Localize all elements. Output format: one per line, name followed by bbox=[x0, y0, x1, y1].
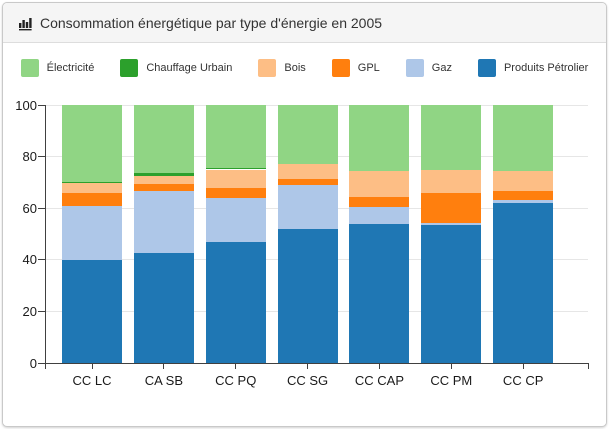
y-tick-label-40: 40 bbox=[22, 252, 37, 268]
bar-segment-gpl-cc-sg[interactable] bbox=[277, 178, 338, 185]
chart-title: Consommation énergétique par type d'éner… bbox=[40, 14, 383, 31]
x-axis-end-tick-left bbox=[44, 363, 46, 369]
x-axis-label-cc-cp: CC CP bbox=[502, 373, 544, 388]
bar-segment-produits-petrolier-cc-lc[interactable] bbox=[62, 259, 122, 363]
bar-segment-electricite-cc-lc[interactable] bbox=[62, 105, 122, 182]
x-axis-label-cc-pq: CC PQ bbox=[215, 373, 257, 388]
bar-segment-gaz-cc-sg[interactable] bbox=[277, 184, 338, 229]
bar-segment-electricite-cc-pq[interactable] bbox=[205, 105, 266, 169]
bar-segment-gaz-cc-pm[interactable] bbox=[421, 223, 482, 225]
legend-swatch-icon bbox=[477, 59, 496, 77]
bar-segment-electricite-ca-sb[interactable] bbox=[133, 105, 194, 174]
legend-label: Gaz bbox=[431, 62, 452, 74]
bar-segment-electricite-cc-pm[interactable] bbox=[421, 105, 482, 170]
bar-segment-produits-petrolier-cc-sg[interactable] bbox=[277, 228, 338, 363]
y-tick-label-100: 100 bbox=[15, 97, 37, 113]
bar-segment-electricite-cc-sg[interactable] bbox=[277, 105, 338, 165]
x-tick-cc-sg bbox=[307, 363, 309, 369]
x-axis-label-cc-pm: CC PM bbox=[430, 373, 473, 388]
x-tick-cc-pm bbox=[450, 363, 452, 369]
y-tick-0 bbox=[38, 362, 45, 364]
bar-segment-bois-cc-sg[interactable] bbox=[277, 164, 338, 179]
bar-segment-chauffage-urbain-cc-lc[interactable] bbox=[62, 181, 122, 183]
bar-segment-bois-ca-sb[interactable] bbox=[133, 175, 194, 184]
bar-segment-gaz-cc-cap[interactable] bbox=[349, 206, 410, 224]
bar-segment-chauffage-urbain-ca-sb[interactable] bbox=[133, 173, 194, 176]
legend-swatch-icon bbox=[20, 59, 39, 77]
bar-segment-gpl-cc-cp[interactable] bbox=[493, 191, 554, 201]
y-tick-label-20: 20 bbox=[22, 303, 37, 319]
bar-segment-electricite-cc-cap[interactable] bbox=[349, 105, 410, 171]
legend-item-electricite[interactable]: Électricité bbox=[20, 59, 95, 77]
y-tick-100 bbox=[38, 104, 45, 106]
x-tick-cc-lc bbox=[91, 363, 93, 369]
bar-segment-gpl-ca-sb[interactable] bbox=[133, 183, 194, 192]
legend-label: Bois bbox=[284, 62, 306, 74]
bar-segment-produits-petrolier-ca-sb[interactable] bbox=[133, 253, 194, 363]
chart-body: Électricité Chauffage Urbain Bois GPL Gaz Pro… bbox=[3, 43, 606, 424]
bar-segment-gaz-cc-cp[interactable] bbox=[493, 200, 554, 204]
y-tick-label-0: 0 bbox=[29, 355, 37, 371]
legend-swatch-icon bbox=[405, 59, 424, 77]
bar-segment-bois-cc-cap[interactable] bbox=[349, 170, 410, 197]
bar-segment-bois-cc-lc[interactable] bbox=[62, 182, 122, 193]
x-tick-cc-cp bbox=[522, 363, 524, 369]
plot-area: 0 20 40 60 80 100 CC LC CA SB CC PQ CC SG CC CAP CC… bbox=[3, 43, 606, 424]
legend-label: Chauffage Urbain bbox=[146, 62, 233, 74]
legend-item-bois[interactable]: Bois bbox=[258, 59, 306, 77]
bar-segment-gpl-cc-cap[interactable] bbox=[349, 196, 410, 207]
bar-segment-produits-petrolier-cc-cap[interactable] bbox=[349, 223, 410, 363]
bar-segment-gaz-cc-pq[interactable] bbox=[205, 197, 266, 242]
bar-segment-gpl-cc-pm[interactable] bbox=[421, 193, 482, 224]
y-tick-20 bbox=[38, 310, 45, 312]
bar-segment-bois-cc-cp[interactable] bbox=[493, 170, 554, 192]
legend-swatch-icon bbox=[331, 59, 350, 77]
card-header: Consommation énergétique par type d'éner… bbox=[3, 3, 606, 43]
x-axis-label-cc-sg: CC SG bbox=[286, 373, 329, 388]
bar-chart-icon bbox=[17, 15, 33, 31]
x-axis-label-cc-lc: CC LC bbox=[72, 373, 112, 388]
legend-item-chauffage-urbain[interactable]: Chauffage Urbain bbox=[120, 59, 232, 77]
bar-segment-gaz-cc-lc[interactable] bbox=[62, 205, 122, 260]
legend-item-gpl[interactable]: GPL bbox=[331, 59, 380, 77]
y-tick-label-60: 60 bbox=[22, 200, 37, 216]
bar-segment-produits-petrolier-cc-pq[interactable] bbox=[205, 241, 266, 363]
chart-legend: Électricité Chauffage Urbain Bois GPL Gaz Pro… bbox=[3, 59, 606, 77]
bar-segment-bois-cc-pq[interactable] bbox=[205, 169, 266, 188]
bar-segment-bois-cc-pm[interactable] bbox=[421, 169, 482, 194]
bar-segment-gpl-cc-pq[interactable] bbox=[205, 187, 266, 198]
x-axis-line bbox=[45, 363, 588, 364]
bar-segment-chauffage-urbain-cc-pq[interactable] bbox=[205, 168, 266, 170]
x-tick-ca-sb bbox=[163, 363, 165, 369]
legend-label: GPL bbox=[357, 62, 380, 74]
x-axis-label-ca-sb: CA SB bbox=[144, 373, 184, 388]
bar-segment-produits-petrolier-cc-cp[interactable] bbox=[493, 203, 554, 363]
x-axis-label-cc-cap: CC CAP bbox=[354, 373, 404, 388]
legend-swatch-icon bbox=[120, 59, 139, 77]
legend-swatch-icon bbox=[258, 59, 277, 77]
y-tick-40 bbox=[38, 259, 45, 261]
bar-segment-gpl-cc-lc[interactable] bbox=[62, 192, 122, 206]
legend-label: Électricité bbox=[46, 62, 95, 74]
bar-segment-electricite-cc-cp[interactable] bbox=[493, 105, 554, 171]
y-tick-80 bbox=[38, 156, 45, 158]
legend-item-produits-petrolier[interactable]: Produits Pétrolier bbox=[477, 59, 589, 77]
x-tick-cc-pq bbox=[235, 363, 237, 369]
legend-label: Produits Pétrolier bbox=[503, 62, 589, 74]
bar-segment-produits-petrolier-cc-pm[interactable] bbox=[421, 224, 482, 363]
legend-item-gaz[interactable]: Gaz bbox=[405, 59, 452, 77]
y-tick-label-80: 80 bbox=[22, 149, 37, 165]
bar-segment-gaz-ca-sb[interactable] bbox=[133, 191, 194, 254]
y-tick-60 bbox=[38, 207, 45, 209]
x-axis-end-tick-right bbox=[587, 363, 589, 369]
y-axis-line bbox=[44, 105, 46, 364]
x-tick-cc-cap bbox=[378, 363, 380, 369]
